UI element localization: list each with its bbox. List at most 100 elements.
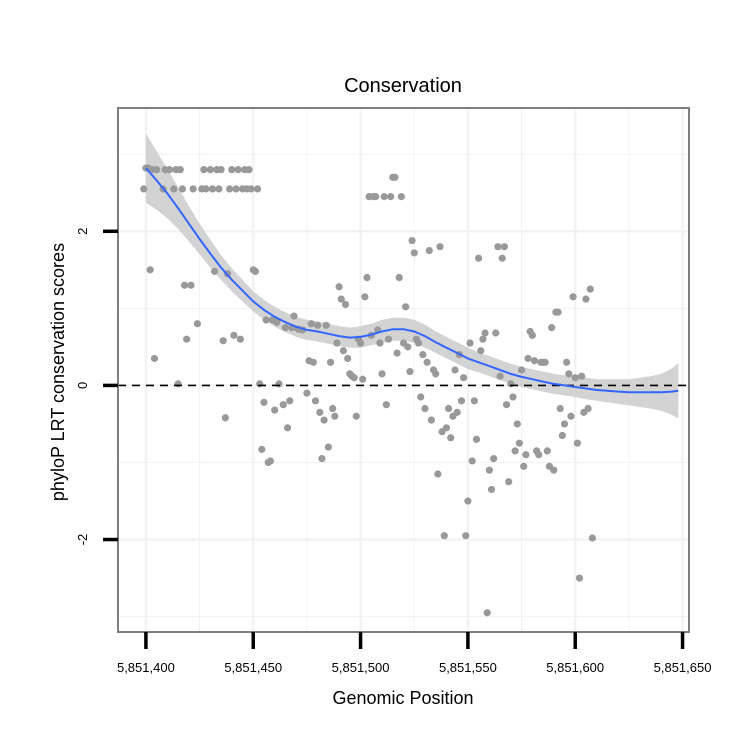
data-point: [573, 439, 581, 447]
x-tick-label: 5,851,500: [332, 660, 390, 675]
data-point: [189, 185, 197, 193]
data-point: [324, 443, 332, 451]
data-point: [565, 370, 573, 378]
data-point: [451, 366, 459, 374]
data-point: [410, 249, 418, 257]
data-point: [530, 357, 539, 365]
points-layer: [140, 164, 597, 617]
data-point: [180, 281, 189, 289]
data-point: [322, 321, 330, 329]
data-point: [556, 404, 564, 413]
data-point: [472, 435, 481, 443]
data-point: [316, 408, 324, 416]
data-point: [226, 185, 234, 193]
data-point: [393, 349, 401, 357]
data-point: [230, 331, 238, 339]
data-point: [247, 185, 255, 193]
data-point: [457, 397, 466, 405]
data-point: [404, 343, 412, 351]
data-point: [515, 439, 524, 447]
data-point: [483, 609, 491, 617]
data-point: [170, 185, 178, 193]
chart-title: Conservation: [344, 75, 462, 97]
panel-border: [117, 107, 690, 633]
data-point: [333, 339, 341, 347]
data-point: [314, 321, 322, 329]
x-axis: 5,851,400 5,851,450 5,851,500 5,851,550 5,85…: [117, 632, 711, 675]
data-point: [202, 185, 210, 193]
data-point: [578, 372, 586, 380]
data-point: [318, 455, 326, 463]
data-point: [253, 185, 262, 193]
data-point: [376, 339, 384, 347]
data-point: [232, 185, 240, 193]
data-point: [513, 420, 521, 428]
data-point: [183, 335, 191, 343]
data-point: [524, 354, 532, 363]
data-point: [309, 358, 317, 366]
data-point: [283, 424, 292, 432]
data-point: [462, 532, 470, 540]
data-point: [541, 358, 549, 366]
data-point: [344, 354, 352, 363]
data-point: [490, 455, 498, 463]
data-point: [281, 324, 290, 332]
x-tick-label: 5,851,400: [117, 660, 175, 675]
data-point: [496, 372, 504, 380]
y-tick-label: 0: [75, 382, 90, 389]
data-point: [436, 243, 444, 251]
data-point: [311, 397, 320, 405]
data-point: [535, 451, 543, 459]
data-point: [517, 366, 526, 374]
data-point: [492, 329, 500, 337]
data-point: [509, 393, 517, 401]
data-point: [417, 393, 425, 401]
data-point: [575, 574, 584, 582]
data-point: [356, 339, 365, 347]
data-point: [273, 318, 281, 326]
data-point: [286, 397, 294, 405]
data-point: [395, 273, 403, 282]
data-point: [266, 457, 275, 465]
plot-panel: [117, 107, 690, 633]
data-point: [215, 185, 223, 193]
data-point: [464, 497, 472, 505]
data-point: [341, 300, 350, 309]
data-point: [558, 431, 566, 440]
data-point: [165, 166, 174, 174]
data-point: [275, 380, 283, 388]
data-point: [477, 347, 485, 355]
smooth-line-layer: [145, 167, 679, 394]
data-point: [303, 389, 311, 397]
data-point: [279, 401, 287, 409]
data-point: [494, 243, 502, 251]
data-point: [470, 397, 478, 405]
data-point: [414, 339, 423, 347]
data-point: [447, 434, 455, 442]
data-point: [339, 347, 347, 355]
data-point: [571, 374, 579, 382]
data-point: [140, 185, 148, 193]
data-point: [320, 416, 328, 424]
data-point: [402, 303, 410, 311]
data-point: [528, 331, 536, 339]
x-tick-label: 5,851,550: [439, 660, 497, 675]
data-point: [582, 295, 590, 303]
x-tick-label: 5,851,450: [224, 660, 282, 675]
data-point: [444, 404, 453, 413]
data-point: [256, 380, 264, 388]
x-axis-title: Genomic Position: [332, 688, 473, 708]
data-point: [481, 329, 489, 337]
data-point: [361, 293, 369, 301]
data-point: [505, 478, 513, 486]
data-point: [487, 485, 496, 494]
data-point: [359, 375, 367, 383]
data-point: [453, 408, 461, 416]
y-tick-label: -2: [75, 534, 90, 546]
data-point: [258, 445, 266, 453]
data-point: [378, 370, 386, 378]
data-point: [440, 532, 448, 540]
data-point: [569, 293, 577, 301]
data-point: [326, 358, 335, 366]
